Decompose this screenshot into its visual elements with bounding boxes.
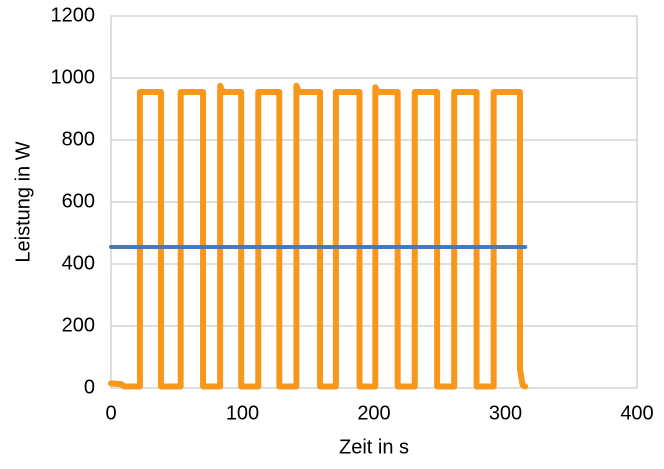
x-axis-label: Zeit in s (339, 436, 409, 458)
x-tick-label: 400 (620, 402, 653, 424)
y-tick-label: 1000 (51, 66, 96, 88)
y-tick-label: 200 (62, 314, 95, 336)
y-tick-label: 400 (62, 252, 95, 274)
x-tick-label: 200 (357, 402, 390, 424)
x-tick-label: 300 (489, 402, 522, 424)
x-tick-label: 0 (105, 402, 116, 424)
y-axis-label: Leistung in W (12, 141, 34, 262)
y-tick-label: 1200 (51, 4, 96, 26)
data-line (108, 82, 529, 390)
x-tick-label: 100 (226, 402, 259, 424)
y-tick-label: 600 (62, 190, 95, 212)
y-tick-label: 800 (62, 128, 95, 150)
y-tick-label: 0 (84, 376, 95, 398)
